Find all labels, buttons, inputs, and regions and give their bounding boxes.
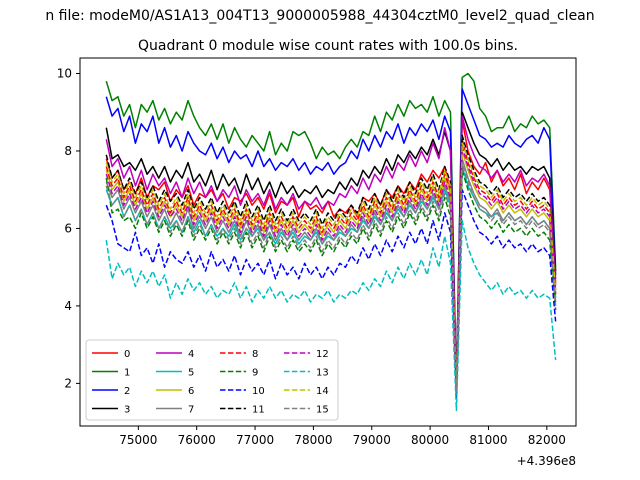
- chart-title: Quadrant 0 module wise count rates with …: [138, 38, 518, 54]
- x-tick-label: 81000: [469, 433, 507, 447]
- legend-label-14: 14: [316, 386, 329, 397]
- series-line-13: [105, 219, 557, 412]
- y-tick-label: 8: [64, 144, 72, 158]
- legend-box: [85, 339, 339, 421]
- x-tick-label: 76000: [178, 433, 216, 447]
- x-axis-offset-label: +4.396e8: [517, 454, 576, 468]
- series-line-14: [105, 142, 557, 389]
- legend-label-2: 2: [124, 386, 130, 397]
- series-line-3: [105, 111, 557, 385]
- legend-label-4: 4: [188, 349, 194, 360]
- y-axis: 2 4 6 8 10: [57, 66, 80, 390]
- legend-label-5: 5: [188, 368, 194, 379]
- legend-label-6: 6: [188, 386, 194, 397]
- figure-suptitle: n file: modeM0/AS1A13_004T13_9000005988_…: [45, 8, 594, 24]
- x-tick-label: 79000: [353, 433, 391, 447]
- legend-label-1: 1: [124, 368, 130, 379]
- series-line-8: [105, 138, 557, 389]
- legend-label-8: 8: [252, 349, 258, 360]
- legend-label-10: 10: [252, 386, 265, 397]
- legend-label-7: 7: [188, 405, 194, 416]
- axes-frame: [79, 57, 577, 427]
- series-line-4: [105, 115, 557, 385]
- legend-label-3: 3: [124, 405, 130, 416]
- legend-label-15: 15: [316, 405, 329, 416]
- x-tick-label: 82000: [528, 433, 566, 447]
- x-tick-label: 77000: [236, 433, 274, 447]
- series-line-6: [105, 150, 557, 389]
- series-layer: [105, 72, 557, 412]
- x-axis: 75000 76000 77000 78000 79000 80000 81000 82000: [119, 426, 566, 447]
- series-line-15: [105, 161, 557, 392]
- series-line-7: [105, 157, 557, 392]
- legend-label-0: 0: [124, 349, 130, 360]
- y-tick-label: 4: [64, 299, 72, 313]
- series-line-2: [105, 88, 557, 385]
- series-line-10: [105, 188, 557, 400]
- y-tick-label: 2: [64, 376, 72, 390]
- legend-label-11: 11: [252, 405, 265, 416]
- x-tick-label: 78000: [294, 433, 332, 447]
- y-tick-label: 6: [64, 221, 72, 235]
- legend-label-12: 12: [316, 349, 329, 360]
- series-line-1: [105, 72, 557, 389]
- series-line-12: [105, 146, 557, 392]
- x-tick-label: 75000: [119, 433, 157, 447]
- series-line-9: [105, 169, 557, 396]
- legend-label-13: 13: [316, 368, 329, 379]
- legend-label-9: 9: [252, 368, 258, 379]
- y-tick-label: 10: [57, 66, 72, 80]
- series-line-11: [105, 134, 557, 385]
- x-tick-label: 80000: [411, 433, 449, 447]
